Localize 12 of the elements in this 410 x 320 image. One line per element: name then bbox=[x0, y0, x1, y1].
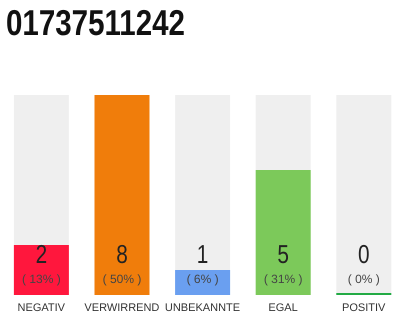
data-label: 2 ( 13% ) bbox=[22, 240, 61, 286]
x-tick-label: EGAL bbox=[268, 302, 298, 314]
data-label: 8 ( 50% ) bbox=[102, 240, 142, 286]
x-tick-label: NEGATIV bbox=[18, 302, 66, 314]
x-tick-label: UNBEKANNTE bbox=[164, 302, 240, 314]
x-tick-label: POSITIV bbox=[342, 302, 386, 314]
chart-title: 01737511242 bbox=[6, 2, 185, 44]
data-label: 1 ( 6% ) bbox=[186, 240, 219, 286]
data-label: 0 ( 0% ) bbox=[348, 240, 380, 286]
bar bbox=[175, 270, 230, 295]
x-tick-label: VERWIRREND bbox=[84, 302, 160, 314]
data-label: 5 ( 31% ) bbox=[264, 240, 303, 286]
